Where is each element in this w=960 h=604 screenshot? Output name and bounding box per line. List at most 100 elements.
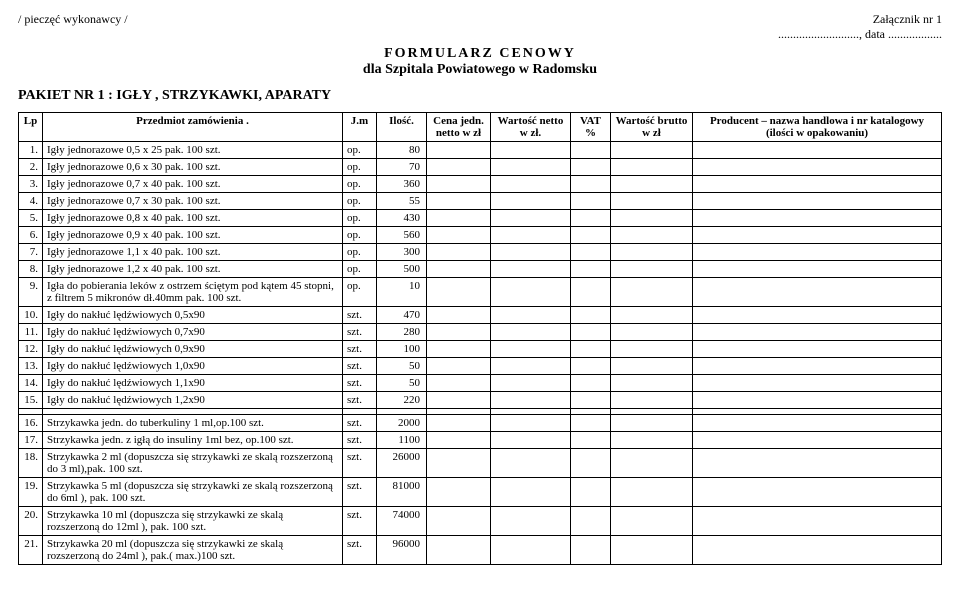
cell-ilosc: 96000: [377, 536, 427, 565]
cell-ilosc: 50: [377, 358, 427, 375]
cell-cena: [427, 142, 491, 159]
cell-prod: [693, 324, 942, 341]
table-row: 8.Igły jednorazowe 1,2 x 40 pak. 100 szt…: [19, 261, 942, 278]
cell-jm: op.: [343, 244, 377, 261]
cell-prod: [693, 210, 942, 227]
col-desc: Przedmiot zamówienia .: [43, 113, 343, 142]
cell-cena: [427, 210, 491, 227]
cell-prod: [693, 415, 942, 432]
cell-prod: [693, 176, 942, 193]
cell-lp: 4.: [19, 193, 43, 210]
cell-ilosc: 470: [377, 307, 427, 324]
cell-prod: [693, 278, 942, 307]
col-lp: Lp: [19, 113, 43, 142]
cell-vat: [571, 341, 611, 358]
cell-cena: [427, 324, 491, 341]
cell-lp: 18.: [19, 449, 43, 478]
cell-vat: [571, 261, 611, 278]
cell-desc: Igły jednorazowe 0,8 x 40 pak. 100 szt.: [43, 210, 343, 227]
cell-prod: [693, 478, 942, 507]
cell-prod: [693, 142, 942, 159]
col-ilosc: Ilość.: [377, 113, 427, 142]
cell-vat: [571, 244, 611, 261]
cell-wnetto: [491, 307, 571, 324]
cell-desc: Igły do nakłuć lędźwiowych 1,1x90: [43, 375, 343, 392]
cell-cena: [427, 278, 491, 307]
table-row: 11.Igły do nakłuć lędźwiowych 0,7x90szt.…: [19, 324, 942, 341]
cell-wbrutto: [611, 176, 693, 193]
cell-jm: szt.: [343, 478, 377, 507]
cell-wnetto: [491, 375, 571, 392]
cell-prod: [693, 341, 942, 358]
cell-cena: [427, 341, 491, 358]
cell-vat: [571, 432, 611, 449]
cell-wbrutto: [611, 358, 693, 375]
table-row: 21.Strzykawka 20 ml (dopuszcza się strzy…: [19, 536, 942, 565]
table-row: 16.Strzykawka jedn. do tuberkuliny 1 ml,…: [19, 415, 942, 432]
cell-jm: szt.: [343, 449, 377, 478]
cell-jm: op.: [343, 227, 377, 244]
cell-cena: [427, 176, 491, 193]
cell-wbrutto: [611, 449, 693, 478]
cell-lp: 10.: [19, 307, 43, 324]
table-row: 13.Igły do nakłuć lędźwiowych 1,0x90szt.…: [19, 358, 942, 375]
cell-jm: szt.: [343, 507, 377, 536]
cell-prod: [693, 261, 942, 278]
date-line: ..........................., data ......…: [778, 27, 942, 42]
cell-vat: [571, 278, 611, 307]
cell-wbrutto: [611, 193, 693, 210]
cell-ilosc: 500: [377, 261, 427, 278]
cell-lp: 13.: [19, 358, 43, 375]
cell-ilosc: 430: [377, 210, 427, 227]
cell-jm: op.: [343, 176, 377, 193]
cell-jm: szt.: [343, 415, 377, 432]
cell-cena: [427, 507, 491, 536]
cell-wnetto: [491, 210, 571, 227]
cell-lp: 3.: [19, 176, 43, 193]
cell-prod: [693, 392, 942, 409]
cell-wbrutto: [611, 227, 693, 244]
cell-jm: szt.: [343, 358, 377, 375]
col-vat: VAT %: [571, 113, 611, 142]
cell-jm: op.: [343, 261, 377, 278]
cell-wnetto: [491, 142, 571, 159]
cell-lp: 20.: [19, 507, 43, 536]
cell-jm: szt.: [343, 536, 377, 565]
cell-desc: Strzykawka 10 ml (dopuszcza się strzykaw…: [43, 507, 343, 536]
cell-wbrutto: [611, 415, 693, 432]
cell-wnetto: [491, 358, 571, 375]
cell-jm: op.: [343, 193, 377, 210]
cell-cena: [427, 375, 491, 392]
cell-vat: [571, 142, 611, 159]
cell-vat: [571, 536, 611, 565]
cell-prod: [693, 227, 942, 244]
cell-desc: Igły jednorazowe 1,2 x 40 pak. 100 szt.: [43, 261, 343, 278]
cell-desc: Igły jednorazowe 0,6 x 30 pak. 100 szt.: [43, 159, 343, 176]
cell-desc: Igły do nakłuć lędźwiowych 0,9x90: [43, 341, 343, 358]
cell-ilosc: 55: [377, 193, 427, 210]
cell-lp: 14.: [19, 375, 43, 392]
cell-lp: 8.: [19, 261, 43, 278]
cell-lp: 7.: [19, 244, 43, 261]
table-row: 2.Igły jednorazowe 0,6 x 30 pak. 100 szt…: [19, 159, 942, 176]
cell-wbrutto: [611, 478, 693, 507]
cell-prod: [693, 536, 942, 565]
cell-cena: [427, 358, 491, 375]
cell-wnetto: [491, 432, 571, 449]
cell-desc: Strzykawka 2 ml (dopuszcza się strzykawk…: [43, 449, 343, 478]
cell-cena: [427, 415, 491, 432]
cell-vat: [571, 507, 611, 536]
cell-prod: [693, 307, 942, 324]
form-title-2: dla Szpitala Powiatowego w Radomsku: [18, 62, 942, 78]
cell-prod: [693, 432, 942, 449]
table-row: 20.Strzykawka 10 ml (dopuszcza się strzy…: [19, 507, 942, 536]
table-row: 1.Igły jednorazowe 0,5 x 25 pak. 100 szt…: [19, 142, 942, 159]
cell-lp: 9.: [19, 278, 43, 307]
cell-prod: [693, 193, 942, 210]
cell-ilosc: 220: [377, 392, 427, 409]
cell-wbrutto: [611, 536, 693, 565]
table-row: 12.Igły do nakłuć lędźwiowych 0,9x90szt.…: [19, 341, 942, 358]
cell-cena: [427, 193, 491, 210]
cell-jm: szt.: [343, 432, 377, 449]
col-wnetto: Wartość netto w zł.: [491, 113, 571, 142]
